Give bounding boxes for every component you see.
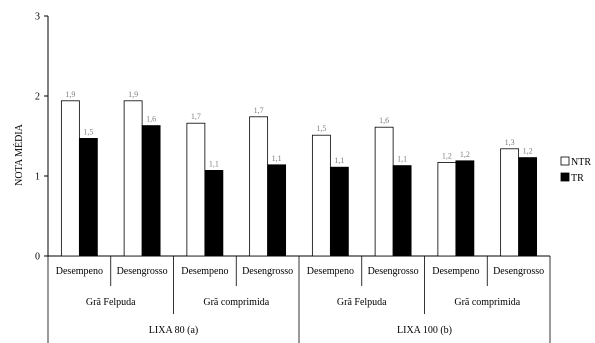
bar-value-label: 1,1 [209,159,219,168]
chart-category-labels: Desempeno Desengrosso Desempeno Desengrosso… [47,256,551,343]
bar-value-label: 1,5 [83,127,93,136]
bar-ntr [500,148,520,257]
bar-tr [204,169,224,257]
bar-ntr [123,100,143,257]
category-label: Desempeno [181,266,228,277]
bar-value-label: 1,1 [397,155,407,164]
bar-value-label: 1,2 [442,151,452,160]
bar-value-label: 1,7 [254,106,264,115]
bar-tr [78,137,98,257]
category-label: Desengrosso [242,266,293,277]
chart-legend: NTR TR [560,156,591,184]
bar-value-label: 1,2 [460,150,470,159]
legend-swatch-ntr [560,156,570,166]
bar-value-label: 1,3 [505,138,515,147]
chart-data-labels: 1,9 1,9 1,7 1,7 1,5 1,6 1,2 1,3 1,5 1,6 1,1 1,1 1,1 1… [65,90,532,169]
bar-tr [392,165,412,257]
legend-label-tr: TR [571,173,584,184]
y-tick-label: 0 [35,252,40,263]
bar-ntr [374,126,394,257]
bar-value-label: 1,5 [316,124,326,133]
bar-ntr [437,161,457,257]
bar-tr [141,125,161,257]
bar-ntr [311,134,331,257]
category-label: Desengrosso [368,266,419,277]
group-label: Grã Felpuda [86,297,136,308]
legend-label-ntr: NTR [571,157,591,168]
legend-swatch-tr [560,172,570,182]
bar-tr [455,160,475,257]
bar-ntr [186,122,206,257]
bar-value-label: 1,7 [191,112,201,121]
chart-bars [60,100,538,257]
super-group-label: LIXA 100 (b) [397,325,452,336]
bar-tr [518,157,538,257]
category-label: Desengrosso [117,266,168,277]
super-group-label: LIXA 80 (a) [149,325,198,336]
group-label: Grã comprimida [454,297,520,308]
bar-value-label: 1,1 [334,156,344,165]
category-label: Desempeno [307,266,354,277]
y-tick-label: 1 [35,172,40,183]
category-label: Desengrosso [493,266,544,277]
y-axis-title: NOTA MÉDIA [13,123,25,185]
y-tick-label: 2 [35,92,40,103]
group-label: Grã Felpuda [337,297,387,308]
category-label: Desempeno [56,266,103,277]
group-label: Grã comprimida [203,297,269,308]
y-tick-label: 3 [35,12,40,23]
bar-tr [329,166,349,257]
bar-ntr [60,100,80,257]
category-label: Desempeno [432,266,479,277]
bar-value-label: 1,2 [523,147,533,156]
bar-tr [267,164,287,257]
bar-ntr [249,116,269,257]
bar-value-label: 1,9 [128,90,138,99]
bar-value-label: 1,9 [65,90,75,99]
bar-value-label: 1,1 [272,154,282,163]
bar-value-label: 1,6 [146,115,156,124]
bar-value-label: 1,6 [379,116,389,125]
